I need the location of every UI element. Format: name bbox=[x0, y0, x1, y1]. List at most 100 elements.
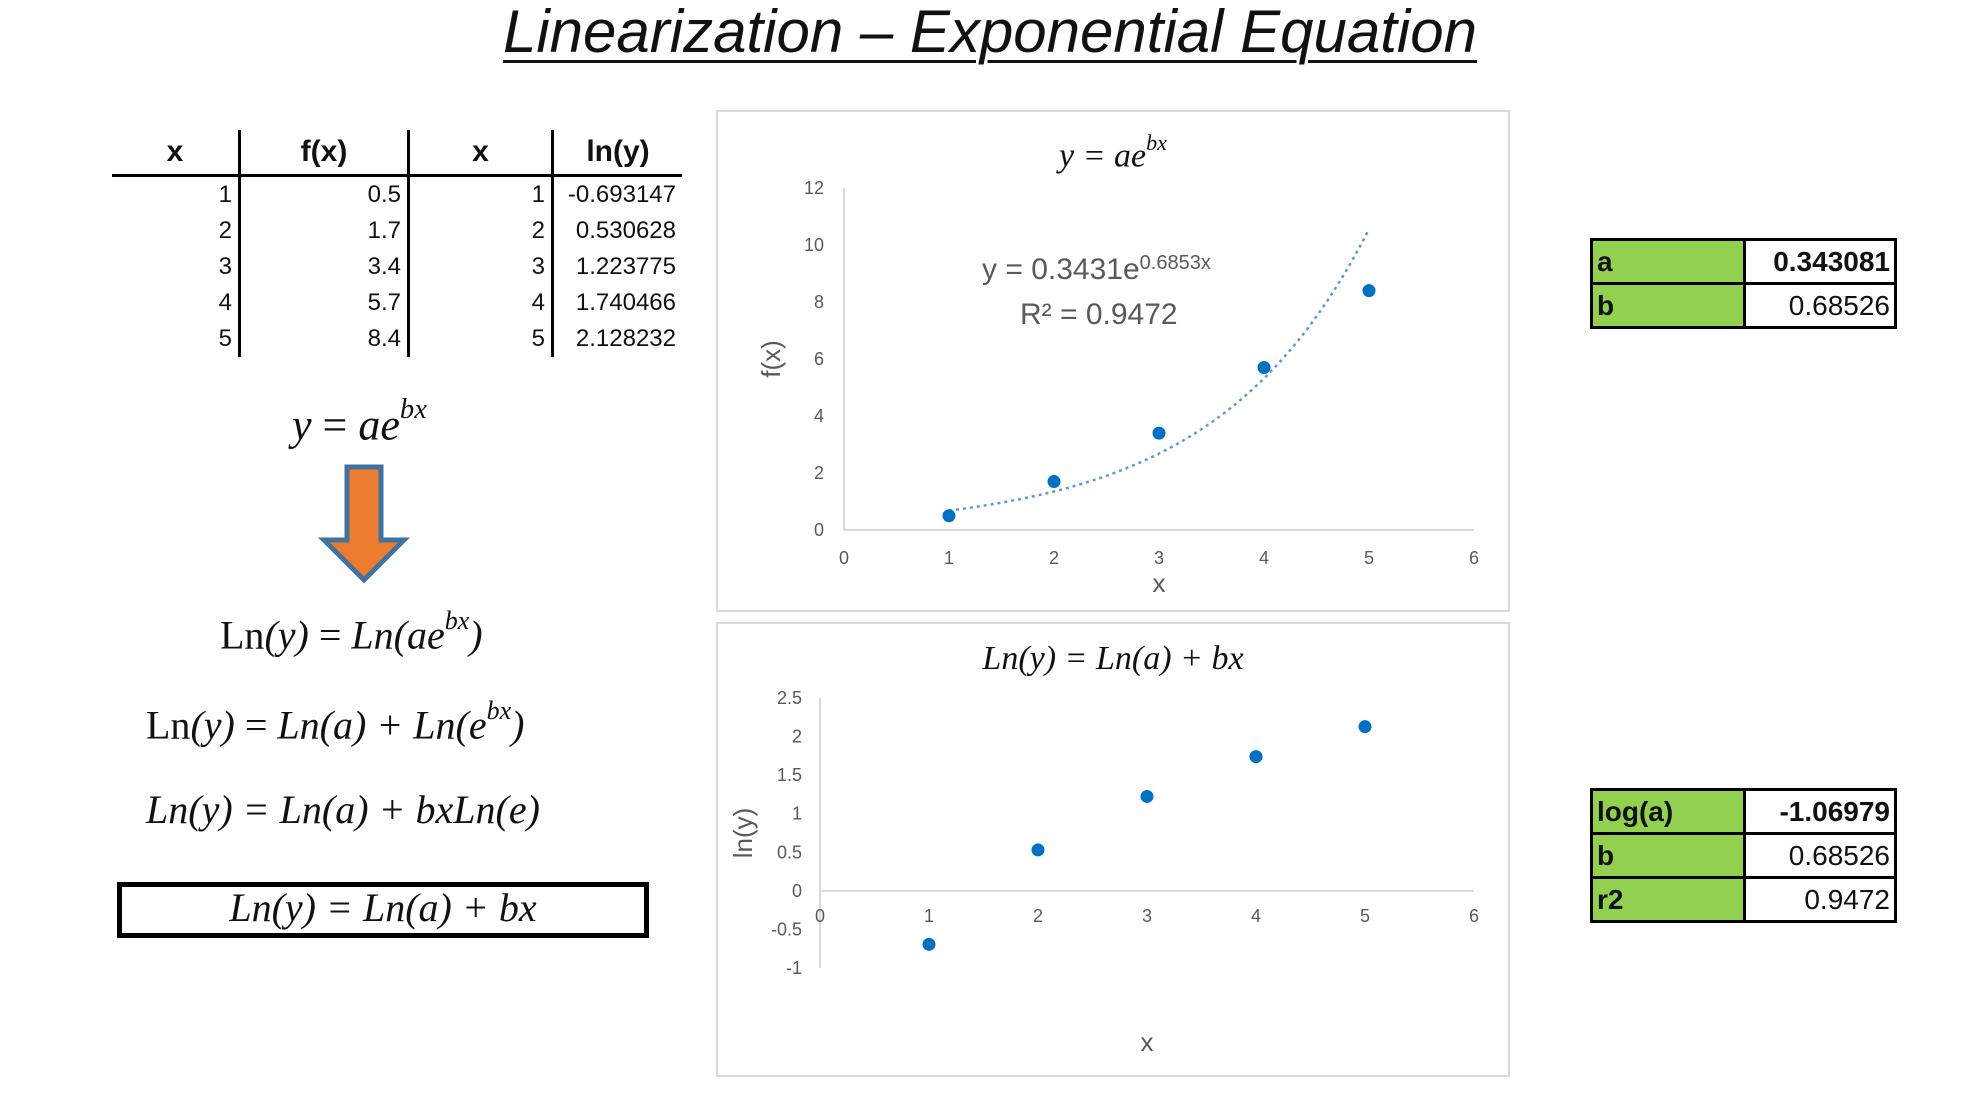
cell-lny: -0.693147 bbox=[567, 181, 676, 208]
y-tick-label: 12 bbox=[804, 178, 824, 198]
x-tick-label: 2 bbox=[1049, 548, 1059, 568]
x-tick-label: 0 bbox=[815, 906, 825, 926]
equation-step2: Ln(y) = Ln(a) + Ln(ebx) bbox=[146, 696, 525, 748]
value-r2: 0.9472 bbox=[1743, 876, 1897, 923]
equation-step3: Ln(y) = Ln(a) + bxLn(e) bbox=[146, 787, 540, 832]
cell-lny: 1.223775 bbox=[575, 253, 676, 280]
table-row: b 0.68526 bbox=[1590, 832, 1897, 879]
x-tick-label: 2 bbox=[1033, 906, 1043, 926]
data-point bbox=[922, 937, 936, 951]
cell-fx: 8.4 bbox=[239, 321, 410, 357]
y-tick-label: 2.5 bbox=[777, 688, 802, 708]
down-arrow-icon bbox=[318, 464, 410, 584]
y-tick-label: 0 bbox=[814, 520, 824, 540]
table-header-row: x f(x) x ln(y) bbox=[112, 130, 682, 177]
cell-fx: 0.5 bbox=[239, 175, 410, 213]
value-a: 0.343081 bbox=[1743, 238, 1897, 285]
table-row: a 0.343081 bbox=[1590, 238, 1897, 285]
cell-x2: 5 bbox=[408, 321, 554, 357]
trendline bbox=[948, 228, 1371, 512]
y-tick-label: 0.5 bbox=[777, 842, 802, 862]
equation-original: y = aebx bbox=[292, 394, 427, 450]
table-row: 1 0.5 1 -0.693147 bbox=[112, 175, 682, 213]
y-tick-label: 2 bbox=[792, 727, 802, 747]
x-tick-label: 6 bbox=[1469, 548, 1479, 568]
header-fx: f(x) bbox=[239, 130, 410, 177]
data-point bbox=[1358, 720, 1372, 734]
chart-linear: 0 1 2 3 4 5 6 2.5 2 1.5 1 0.5 0 -0.5 -1 x ln(y) bbox=[728, 688, 1479, 1057]
table-row: 2 1.7 2 0.530628 bbox=[112, 213, 682, 249]
cell-fx: 1.7 bbox=[239, 213, 410, 249]
x-tick-label: 5 bbox=[1364, 548, 1374, 568]
key-b: b bbox=[1590, 282, 1746, 329]
x-tick-label: 1 bbox=[944, 548, 954, 568]
y-tick-label: 0 bbox=[792, 881, 802, 901]
header-lny: ln(y) bbox=[552, 130, 682, 177]
trendline-equation: y = 0.3431e0.6853x bbox=[982, 252, 1211, 286]
x-tick-label: 3 bbox=[1154, 548, 1164, 568]
table-row: b 0.68526 bbox=[1590, 282, 1897, 329]
x-tick-label: 0 bbox=[839, 548, 849, 568]
y-tick-label: 8 bbox=[814, 292, 824, 312]
x-tick-label: 6 bbox=[1469, 906, 1479, 926]
cell-x: 2 bbox=[112, 213, 241, 249]
key-a: a bbox=[1590, 238, 1746, 285]
cell-x2: 4 bbox=[408, 285, 554, 321]
header-x2: x bbox=[408, 130, 554, 177]
cell-x2: 1 bbox=[408, 175, 554, 213]
table-row: 3 3.4 3 1.223775 bbox=[112, 249, 682, 285]
cell-lny: 0.530628 bbox=[575, 217, 676, 244]
data-point bbox=[1047, 475, 1061, 489]
x-axis-label: x bbox=[1153, 568, 1166, 598]
page-title: Linearization – Exponential Equation bbox=[502, 0, 1478, 65]
equation-final: Ln(y) = Ln(a) + bx bbox=[229, 885, 537, 930]
chart1-title: y = aebx bbox=[1059, 130, 1167, 175]
table-row: r2 0.9472 bbox=[1590, 876, 1897, 923]
x-tick-label: 4 bbox=[1251, 906, 1261, 926]
cell-lny: 2.128232 bbox=[575, 325, 676, 352]
data-point bbox=[1249, 750, 1263, 764]
key-log-a: log(a) bbox=[1590, 788, 1746, 835]
result-table-ab: a 0.343081 b 0.68526 bbox=[1590, 238, 1897, 329]
data-point bbox=[1152, 426, 1166, 440]
value-b: 0.68526 bbox=[1743, 832, 1897, 879]
y-tick-label: 4 bbox=[814, 406, 824, 426]
value-log-a: -1.06979 bbox=[1743, 788, 1897, 835]
cell-lny: 1.740466 bbox=[575, 289, 676, 316]
y-tick-label: 10 bbox=[804, 235, 824, 255]
chart-exponential-panel: 0 1 2 3 4 5 6 0 2 4 6 8 10 12 x f(x) y = aebx y = 0.343… bbox=[716, 110, 1510, 612]
cell-x: 3 bbox=[112, 249, 241, 285]
header-x: x bbox=[112, 130, 241, 177]
y-tick-label: -0.5 bbox=[771, 919, 802, 939]
table-row: 4 5.7 4 1.740466 bbox=[112, 285, 682, 321]
cell-fx: 5.7 bbox=[239, 285, 410, 321]
equation-step1: Ln(y) = Ln(aebx) bbox=[220, 606, 483, 658]
data-point bbox=[1362, 284, 1376, 298]
x-axis-label: x bbox=[1141, 1027, 1154, 1057]
y-tick-label: 1.5 bbox=[777, 765, 802, 785]
data-point bbox=[1031, 843, 1045, 857]
y-tick-label: 6 bbox=[814, 349, 824, 369]
cell-x: 4 bbox=[112, 285, 241, 321]
result-table-log: log(a) -1.06979 b 0.68526 r2 0.9472 bbox=[1590, 788, 1897, 923]
data-point bbox=[942, 509, 956, 523]
table-row: log(a) -1.06979 bbox=[1590, 788, 1897, 835]
x-tick-label: 5 bbox=[1360, 906, 1370, 926]
key-b: b bbox=[1590, 832, 1746, 879]
data-table: x f(x) x ln(y) 1 0.5 1 -0.693147 2 1.7 2… bbox=[112, 130, 682, 357]
x-tick-label: 1 bbox=[924, 906, 934, 926]
chart-linear-panel: 0 1 2 3 4 5 6 2.5 2 1.5 1 0.5 0 -0.5 -1 x ln(y) Ln(y) = … bbox=[716, 622, 1510, 1077]
final-equation-box bbox=[117, 882, 649, 938]
cell-x: 5 bbox=[112, 321, 241, 357]
data-point bbox=[1140, 789, 1154, 803]
y-tick-label: 1 bbox=[792, 804, 802, 824]
cell-x: 1 bbox=[112, 175, 241, 213]
y-axis-label: f(x) bbox=[756, 340, 786, 378]
x-tick-label: 4 bbox=[1259, 548, 1269, 568]
trendline-r-squared: R² = 0.9472 bbox=[1020, 298, 1178, 331]
chart2-title: Ln(y) = Ln(a) + bx bbox=[982, 640, 1244, 677]
cell-fx: 3.4 bbox=[239, 249, 410, 285]
y-axis-label: ln(y) bbox=[728, 808, 758, 859]
table-row: 5 8.4 5 2.128232 bbox=[112, 321, 682, 357]
